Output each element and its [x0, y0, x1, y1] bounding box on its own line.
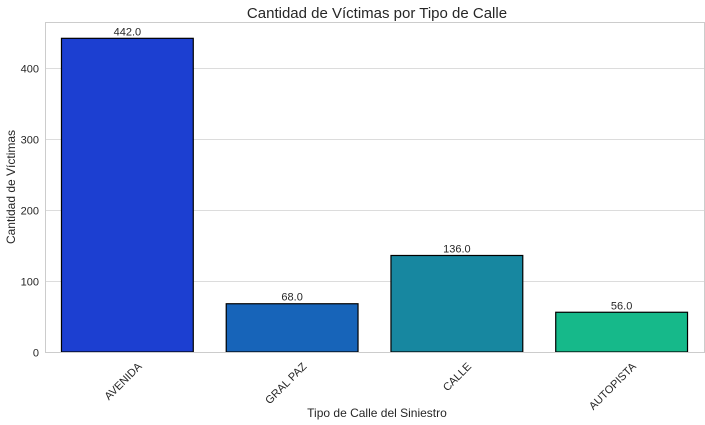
data-labels: 442.0 68.0 136.0 56.0: [114, 26, 633, 312]
data-label: 136.0: [443, 243, 471, 255]
x-tick-label: CALLE: [441, 361, 474, 394]
bars: [60, 37, 689, 353]
y-tick-labels: 0 100 200 300 400: [21, 64, 39, 360]
x-tick-labels: AVENIDA GRAL PAZ CALLE AUTOPISTA: [103, 360, 640, 412]
x-tick-label: GRAL PAZ: [263, 361, 309, 407]
y-tick-label: 300: [21, 135, 39, 147]
x-tick-label: AUTOPISTA: [587, 360, 639, 412]
data-label: 56.0: [611, 300, 632, 312]
data-label: 442.0: [114, 26, 142, 38]
bar-avenida: [60, 37, 194, 353]
y-tick-label: 400: [21, 64, 39, 76]
y-tick-label: 0: [33, 348, 39, 360]
bar-calle: [390, 254, 524, 353]
chart-title: Cantidad de Víctimas por Tipo de Calle: [247, 5, 507, 22]
y-axis-label: Cantidad de Víctimas: [4, 130, 18, 244]
x-tick-label: AVENIDA: [103, 360, 146, 403]
bar-gral-paz: [225, 303, 359, 353]
bar-autopista: [555, 311, 689, 353]
data-label: 68.0: [281, 292, 302, 304]
y-tick-label: 200: [21, 206, 39, 218]
x-axis-label: Tipo de Calle del Siniestro: [307, 406, 447, 420]
y-tick-label: 100: [21, 277, 39, 289]
